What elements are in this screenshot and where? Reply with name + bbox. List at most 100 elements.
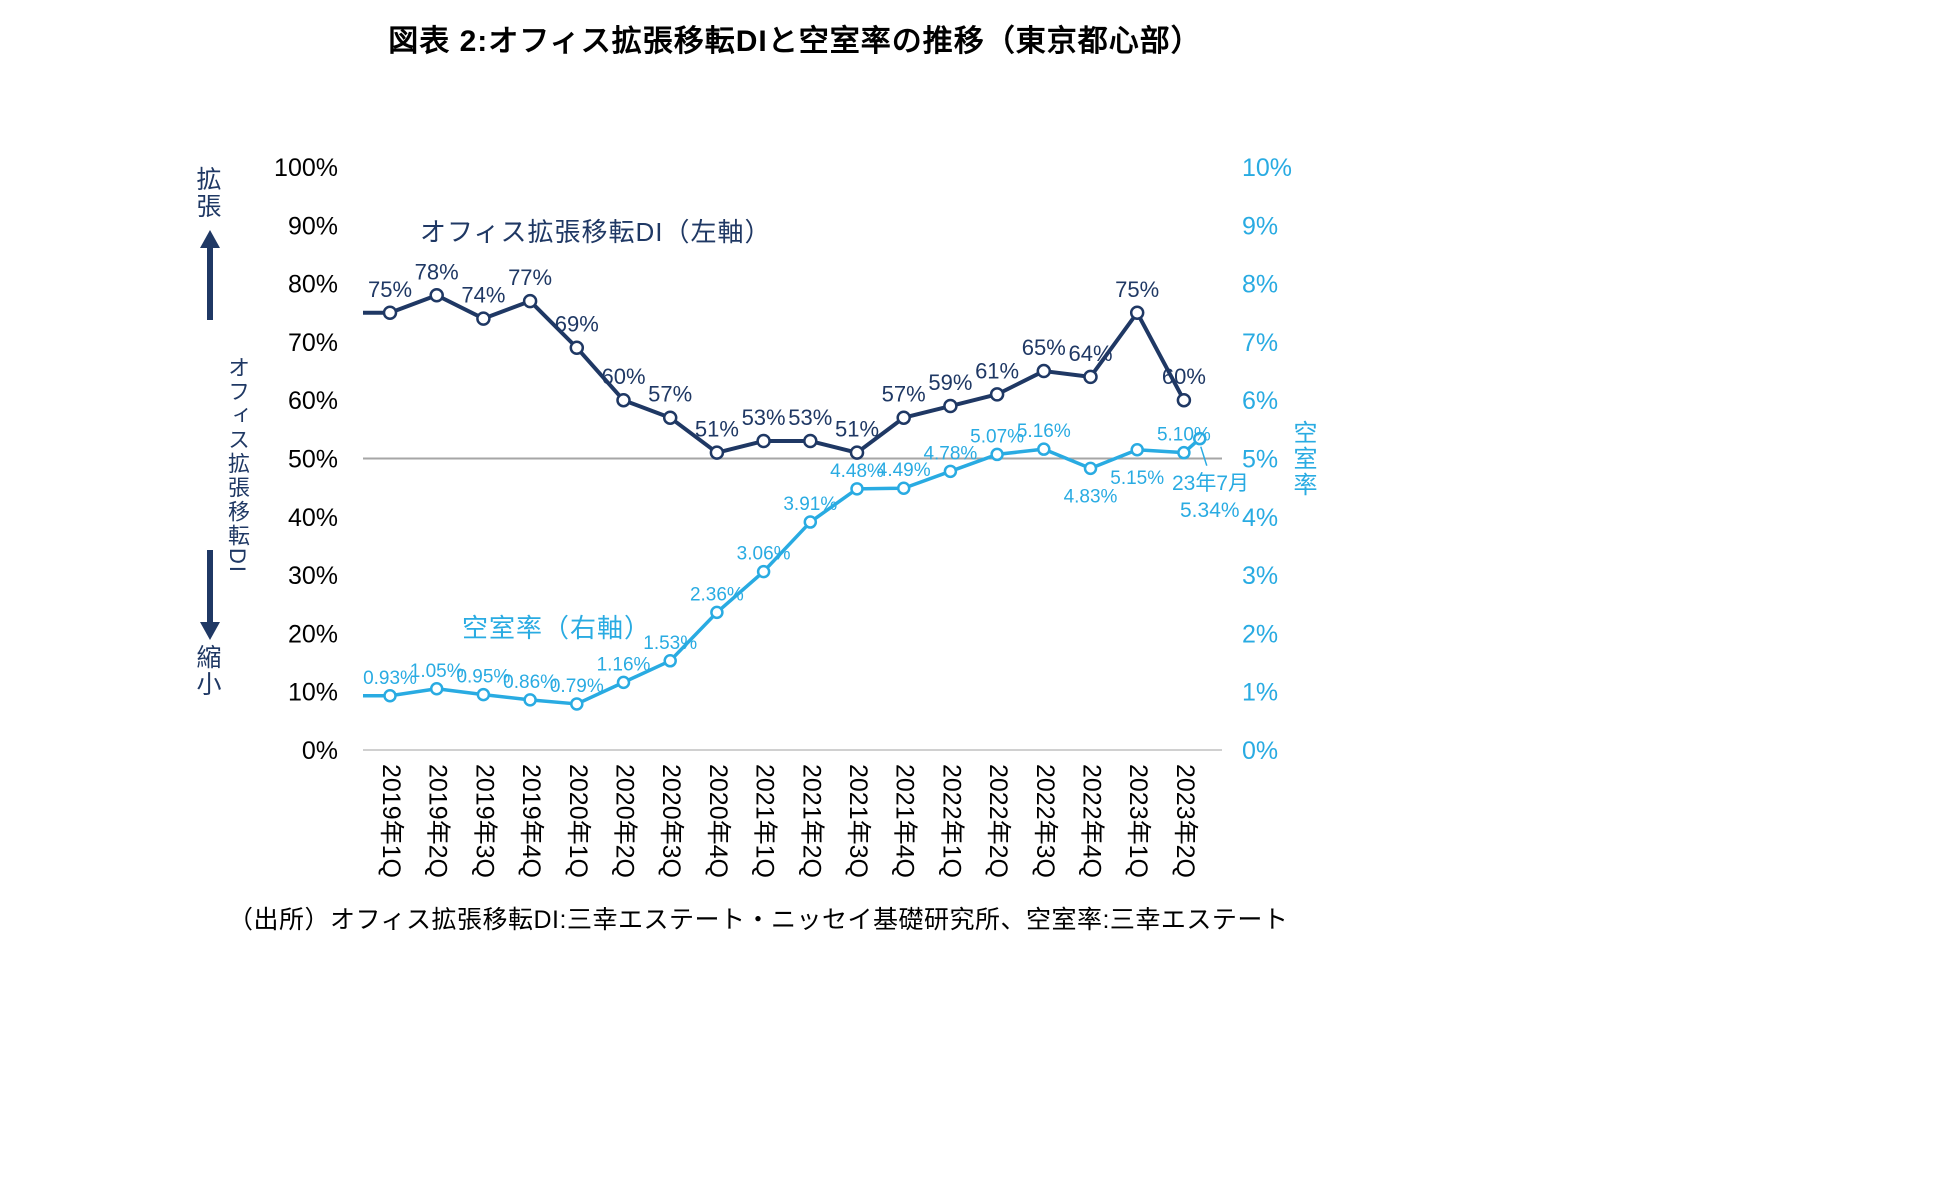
right-axis-tick-label: 10%: [1242, 154, 1292, 182]
left-axis-tick-label: 0%: [302, 737, 338, 765]
right-axis-tick-label: 4%: [1242, 504, 1278, 532]
vacancy-value-label: 1.53%: [643, 633, 697, 654]
di-value-label: 57%: [648, 382, 692, 407]
x-axis-category-label: 2021年3Q: [844, 764, 872, 878]
vacancy-value-label: 3.91%: [783, 494, 837, 515]
vacancy-marker: [523, 693, 537, 707]
di-marker: [382, 305, 398, 320]
di-marker: [803, 433, 818, 449]
expand-label: 拡張: [193, 166, 221, 220]
x-axis-category-label: 2021年4Q: [891, 764, 919, 878]
left-axis-tick-label: 80%: [288, 271, 338, 299]
right-axis-tick-label: 6%: [1242, 387, 1278, 415]
shrink-label: 縮小: [193, 644, 221, 698]
x-axis-category-label: 2020年4Q: [704, 764, 732, 878]
left-axis-tick-label: 30%: [288, 562, 338, 590]
left-axis-tick-label: 90%: [288, 212, 338, 240]
di-marker: [896, 410, 911, 425]
vacancy-value-label: 4.48%: [830, 461, 884, 482]
vacancy-series-label: 空室率（右軸）: [462, 613, 652, 643]
source-note: （出所）オフィス拡張移転DI:三幸エステート・ニッセイ基礎研究所、空室率:三幸エ…: [228, 906, 1289, 934]
di-marker: [849, 445, 865, 460]
left-axis-tick-label: 60%: [288, 387, 338, 415]
x-axis-category-label: 2020年3Q: [657, 764, 685, 878]
x-axis-category-label: 2022年2Q: [984, 764, 1012, 878]
vacancy-marker: [476, 687, 491, 702]
di-value-label: 78%: [415, 259, 459, 284]
vacancy-marker: [1130, 443, 1144, 457]
vacancy-value-label: 0.86%: [503, 672, 557, 693]
di-marker: [522, 293, 538, 309]
shrink-down-arrow-icon: [200, 550, 220, 645]
di-marker: [943, 398, 958, 414]
x-axis-category-label: 2021年2Q: [797, 764, 825, 878]
vacancy-value-label: 0.93%: [363, 668, 417, 689]
right-axis-tick-label: 5%: [1242, 446, 1278, 474]
di-marker: [709, 445, 725, 460]
right-axis-tick-label: 8%: [1242, 271, 1278, 299]
vacancy-value-label: 5.10%: [1157, 425, 1211, 446]
july-annotation-label: 23年7月: [1172, 472, 1250, 495]
vacancy-series-line: [363, 437, 1201, 706]
right-axis-tick-label: 1%: [1242, 679, 1278, 707]
chart-title: 図表 2:オフィス拡張移転DIと空室率の推移（東京都心部）: [388, 25, 1202, 58]
vacancy-marker: [756, 564, 771, 579]
july-leader-line: [1200, 446, 1208, 466]
di-value-label: 69%: [555, 312, 599, 337]
di-marker: [429, 288, 444, 303]
di-marker: [662, 410, 678, 425]
right-axis-tick-label: 0%: [1242, 737, 1278, 765]
di-value-label: 53%: [742, 405, 786, 430]
di-value-label: 53%: [788, 405, 832, 430]
vacancy-marker: [990, 447, 1004, 462]
vacancy-value-label: 2.36%: [690, 584, 744, 605]
right-axis-tick-label: 7%: [1242, 329, 1278, 357]
di-value-label: 61%: [975, 358, 1019, 383]
vacancy-value-label: 1.16%: [597, 654, 651, 675]
x-axis-category-label: 2023年1Q: [1124, 764, 1152, 878]
di-value-label: 60%: [601, 364, 645, 389]
di-marker: [616, 392, 631, 408]
left-axis-tick-label: 40%: [288, 504, 338, 532]
vacancy-value-label: 4.78%: [923, 443, 977, 464]
di-value-label: 60%: [1162, 364, 1206, 389]
vacancy-marker: [1177, 445, 1191, 460]
right-axis-tick-label: 3%: [1242, 562, 1278, 590]
left-axis-tick-label: 50%: [288, 446, 338, 474]
di-value-label: 64%: [1068, 341, 1112, 366]
di-marker: [569, 340, 585, 355]
x-axis-category-label: 2023年2Q: [1171, 764, 1199, 878]
di-marker: [756, 433, 771, 449]
vacancy-value-label: 5.15%: [1110, 468, 1164, 489]
di-marker: [1036, 363, 1052, 379]
vacancy-marker: [850, 482, 864, 496]
vacancy-value-label: 4.49%: [877, 460, 931, 481]
vacancy-value-label: 5.16%: [1017, 421, 1071, 442]
right-axis-title: 空室率: [1289, 420, 1316, 498]
di-marker: [989, 387, 1005, 402]
vacancy-value-label: 4.83%: [1064, 486, 1118, 507]
left-axis-tick-label: 20%: [288, 620, 338, 648]
di-value-label: 51%: [695, 417, 739, 442]
vacancy-marker: [710, 605, 724, 620]
di-marker: [1129, 305, 1145, 320]
di-value-label: 74%: [461, 283, 505, 308]
vacancy-marker: [803, 515, 818, 529]
di-series-label: オフィス拡張移転DI（左軸）: [420, 217, 772, 247]
vacancy-marker: [943, 464, 958, 479]
left-axis-tick-label: 70%: [288, 329, 338, 357]
vacancy-marker: [429, 682, 444, 696]
right-axis-tick-label: 2%: [1242, 620, 1278, 648]
x-axis-category-label: 2022年4Q: [1078, 764, 1106, 878]
di-value-label: 75%: [368, 277, 412, 302]
di-value-label: 59%: [928, 370, 972, 395]
x-axis-category-label: 2019年3Q: [470, 764, 498, 878]
di-value-label: 57%: [882, 382, 926, 407]
x-axis-category-label: 2019年1Q: [377, 764, 405, 878]
x-axis-category-label: 2019年2Q: [424, 764, 452, 878]
vacancy-value-label: 5.07%: [970, 426, 1024, 447]
vacancy-value-label: 0.95%: [456, 667, 510, 688]
vacancy-marker: [896, 481, 911, 495]
